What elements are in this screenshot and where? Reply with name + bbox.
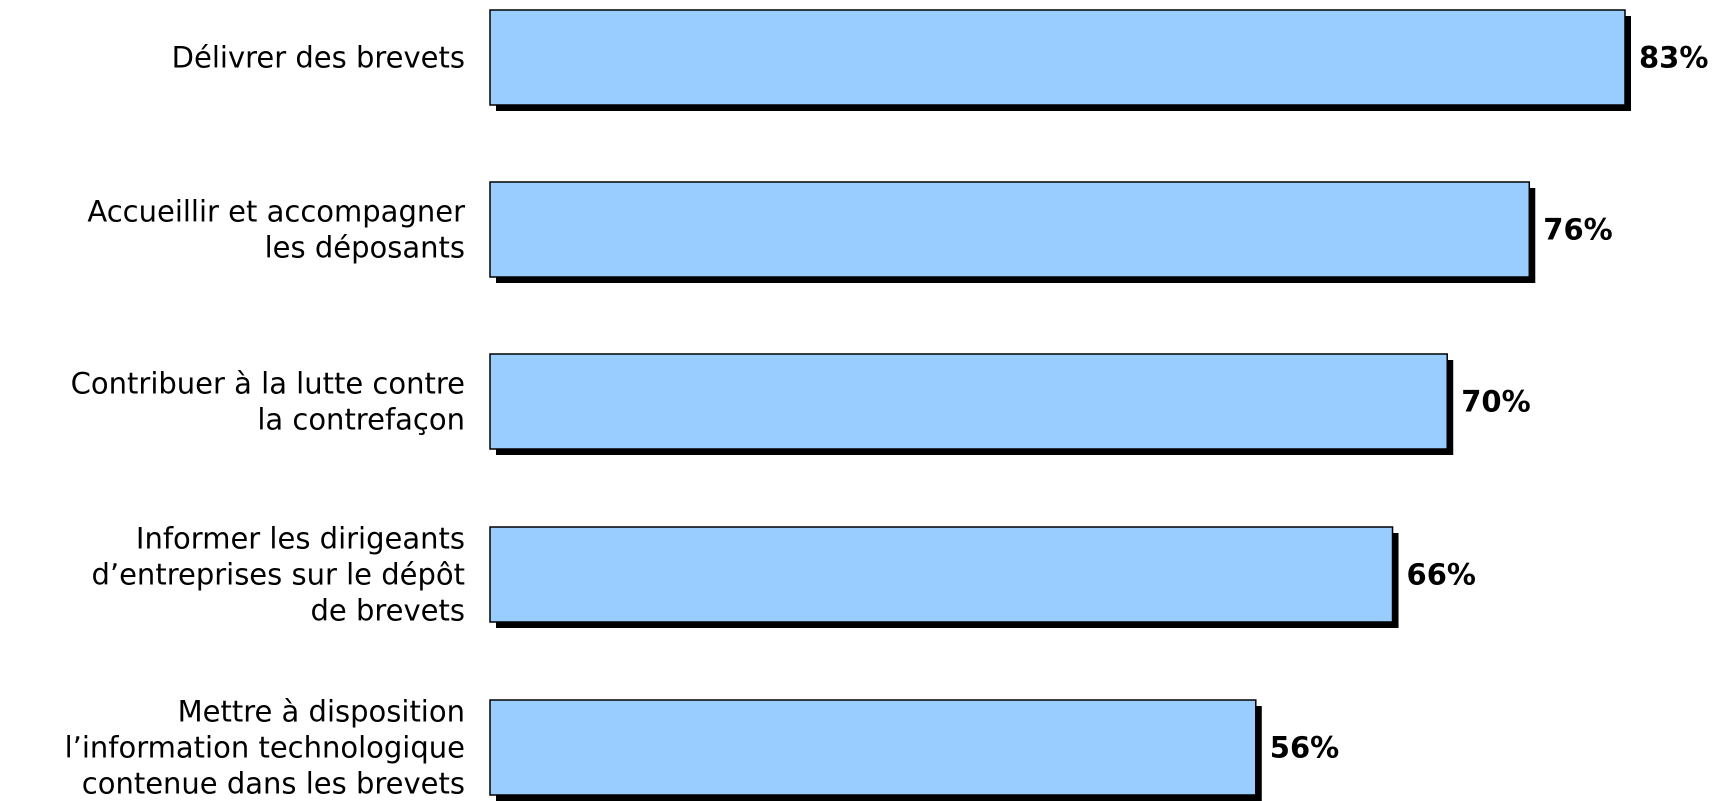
category-label-line: Accueillir et accompagner	[87, 195, 465, 229]
value-label: 76%	[1543, 213, 1612, 247]
bar	[490, 700, 1256, 795]
category-label-line: les déposants	[265, 231, 465, 265]
bar	[490, 10, 1625, 105]
category-label-line: de brevets	[311, 594, 466, 628]
category-label-line: Contribuer à la lutte contre	[71, 367, 465, 401]
category-label: Contribuer à la lutte contrela contrefaç…	[71, 367, 465, 437]
value-label: 83%	[1639, 41, 1708, 75]
category-label: Mettre à dispositionl’information techno…	[65, 695, 465, 801]
value-label: 56%	[1270, 731, 1339, 765]
category-label: Informer les dirigeantsd’entreprises sur…	[91, 522, 465, 628]
value-label: 70%	[1461, 385, 1530, 419]
category-label: Délivrer des brevets	[172, 41, 465, 75]
category-label-line: Mettre à disposition	[178, 695, 465, 729]
category-label: Accueillir et accompagnerles déposants	[87, 195, 465, 265]
category-label-line: contenue dans les brevets	[82, 767, 465, 801]
category-label-line: Délivrer des brevets	[172, 41, 465, 75]
bar	[490, 182, 1529, 277]
bar	[490, 527, 1393, 622]
category-label-line: la contrefaçon	[257, 403, 465, 437]
category-label-line: Informer les dirigeants	[136, 522, 465, 556]
bar	[490, 354, 1447, 449]
bars-group: 83% Délivrer des brevets 76% Accueillir et …	[65, 10, 1709, 801]
value-label: 66%	[1407, 558, 1476, 592]
category-label-line: d’entreprises sur le dépôt	[91, 558, 465, 592]
category-label-line: l’information technologique	[65, 731, 465, 765]
